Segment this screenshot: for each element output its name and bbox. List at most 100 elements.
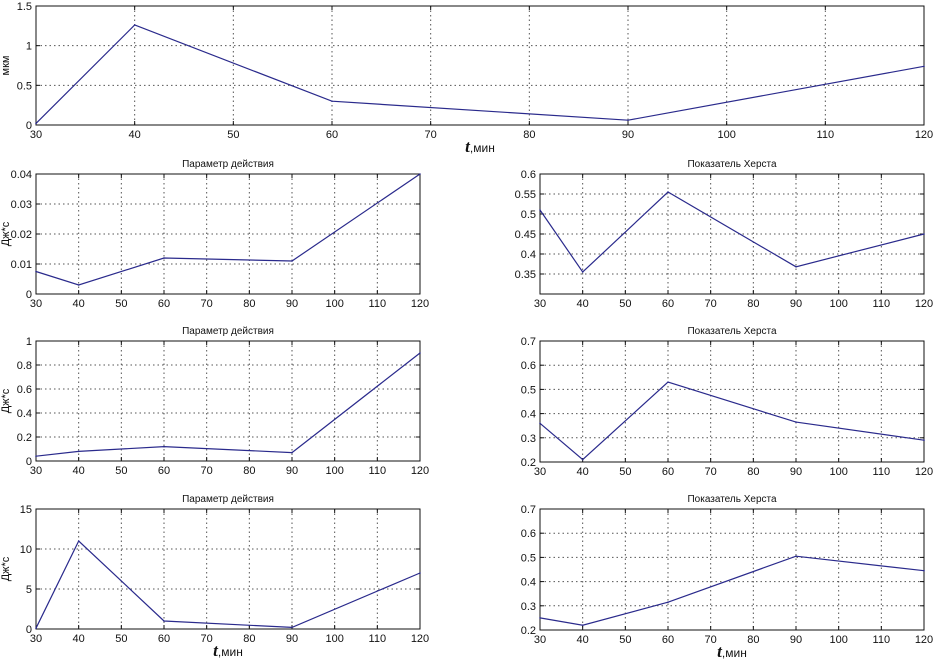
axes-box (539, 340, 925, 463)
y-tick-label: 0.3 (521, 601, 536, 613)
data-point (291, 626, 293, 629)
axes-box (35, 508, 421, 630)
chart-title: Показатель Херста (687, 326, 777, 337)
x-tick-label: 100 (325, 298, 343, 310)
x-tick-label: 40 (129, 129, 141, 141)
y-axis-label: Дж*с (0, 556, 12, 581)
x-tick-label: 70 (201, 465, 213, 477)
x-tick-label: 60 (158, 465, 170, 477)
y-tick-label: 0.6 (521, 528, 536, 540)
axes-box (35, 173, 421, 295)
chart-panel-1: 30 40 50 60 70 80 90 100 110 120 0 0.5 1 1.5 мкм t,мин (0, 1, 933, 156)
data-point (77, 284, 80, 286)
x-tick-label: 50 (227, 129, 239, 141)
x-tick-label: 60 (158, 298, 170, 310)
axes-box (35, 5, 925, 126)
x-tick-label: 70 (425, 129, 437, 141)
y-tick-label: 0.7 (521, 336, 536, 348)
data-point (331, 100, 333, 102)
y-tick-label: 15 (20, 504, 32, 516)
axes-box (539, 508, 925, 631)
data-point (35, 455, 37, 458)
data-point (581, 271, 584, 273)
y-tick-label: 0.7 (521, 504, 536, 516)
x-tick-label: 30 (30, 129, 42, 141)
x-tick-label: 110 (369, 298, 387, 310)
x-tick-label: 50 (115, 465, 127, 477)
series-line (35, 24, 925, 124)
data-point (667, 381, 669, 383)
y-tick-label: 0 (26, 289, 32, 301)
x-tick-label: 40 (577, 298, 589, 310)
y-tick-label: 0.2 (521, 457, 536, 469)
x-axis-unit: ,мин (218, 645, 243, 659)
x-tick-label: 110 (369, 465, 387, 477)
x-tick-label: 100 (717, 129, 735, 141)
y-tick-label: 0.01 (11, 259, 32, 271)
y-tick-label: 0.4 (521, 409, 536, 421)
y-tick-label: 0.3 (521, 433, 536, 445)
y-tick-label: 0.02 (11, 229, 32, 241)
x-tick-label: 120 (411, 465, 429, 477)
y-tick-label: 0.5 (521, 384, 536, 396)
data-point (291, 451, 293, 454)
x-tick-label: 90 (790, 466, 802, 478)
x-axis-symbol: t (717, 642, 723, 659)
axes-box (35, 340, 421, 462)
x-tick-label: 70 (201, 633, 213, 645)
series-line (539, 381, 925, 461)
x-tick-label: 40 (73, 633, 85, 645)
series-line (35, 352, 421, 457)
x-tick-label: 120 (915, 634, 933, 646)
data-point (667, 601, 669, 603)
x-tick-label: 100 (829, 466, 847, 478)
x-tick-label: 50 (619, 466, 631, 478)
data-point (795, 421, 797, 423)
y-tick-label: 0 (26, 624, 32, 636)
series-line (35, 173, 421, 286)
data-point (795, 266, 797, 268)
data-point (77, 540, 80, 542)
data-point (539, 209, 541, 211)
x-tick-label: 40 (577, 466, 589, 478)
x-tick-label: 110 (873, 298, 891, 310)
x-tick-label: 110 (873, 466, 891, 478)
y-tick-label: 0 (26, 120, 32, 132)
chart-panel-2: 30 40 50 60 70 80 90 100 110 120 0 0.01 0.02 0.03 0.04… (0, 159, 429, 310)
x-tick-label: 30 (30, 633, 42, 645)
data-point (163, 620, 165, 622)
series-line (539, 555, 925, 626)
x-axis-label: t,мин (213, 641, 243, 659)
data-point (291, 260, 293, 262)
y-tick-label: 0.8 (17, 360, 32, 372)
y-axis-label: мкм (0, 56, 12, 76)
x-tick-label: 90 (286, 465, 298, 477)
y-tick-label: 0.03 (11, 199, 32, 211)
y-tick-label: 0.35 (515, 269, 536, 281)
data-point (419, 352, 421, 354)
x-axis-unit: ,мин (722, 646, 747, 659)
x-tick-label: 60 (158, 633, 170, 645)
x-tick-label: 90 (622, 129, 634, 141)
x-tick-label: 80 (747, 298, 759, 310)
x-tick-label: 40 (73, 298, 85, 310)
x-tick-label: 50 (619, 634, 631, 646)
chart-title: Параметр действия (182, 326, 274, 337)
x-tick-label: 80 (747, 466, 759, 478)
data-point (419, 572, 421, 574)
x-tick-label: 120 (411, 633, 429, 645)
x-tick-label: 70 (705, 466, 717, 478)
x-tick-label: 30 (30, 298, 42, 310)
y-tick-label: 0.4 (521, 249, 536, 261)
data-point (133, 24, 136, 26)
x-tick-label: 80 (243, 298, 255, 310)
x-tick-label: 60 (326, 129, 338, 141)
x-tick-label: 100 (829, 634, 847, 646)
x-axis-label: t,мин (465, 137, 495, 156)
y-tick-label: 1.5 (17, 1, 32, 13)
x-tick-label: 60 (662, 298, 674, 310)
y-tick-label: 0.55 (515, 189, 536, 201)
x-axis-label: t,мин (717, 642, 747, 659)
data-point (627, 119, 629, 122)
